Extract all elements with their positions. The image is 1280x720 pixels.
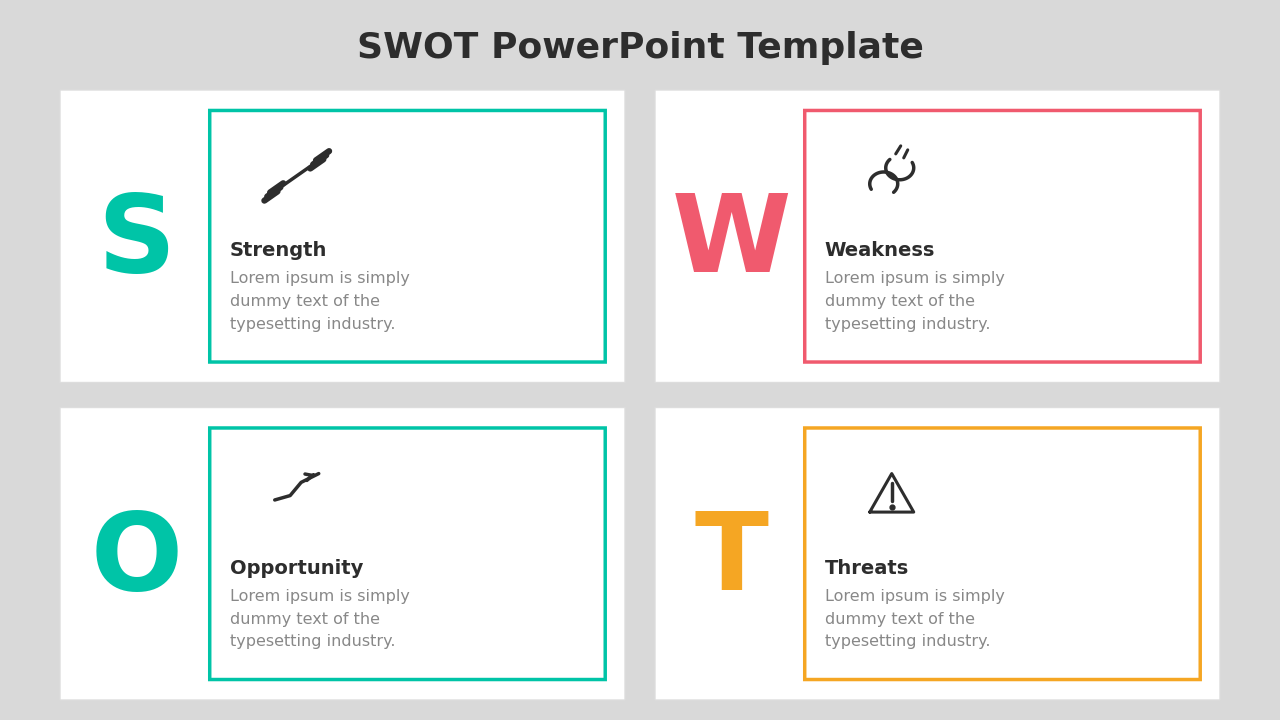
PathPatch shape — [805, 428, 1201, 680]
Text: S: S — [97, 189, 175, 295]
Text: T: T — [694, 507, 768, 613]
Text: Threats: Threats — [824, 559, 909, 577]
PathPatch shape — [210, 428, 605, 680]
Text: SWOT PowerPoint Template: SWOT PowerPoint Template — [357, 31, 923, 65]
PathPatch shape — [655, 408, 1220, 700]
Text: Strength: Strength — [229, 241, 328, 261]
PathPatch shape — [210, 110, 605, 362]
Text: Lorem ipsum is simply
dummy text of the
typesetting industry.: Lorem ipsum is simply dummy text of the … — [229, 271, 410, 332]
PathPatch shape — [60, 90, 625, 382]
Text: O: O — [90, 507, 182, 613]
Text: Lorem ipsum is simply
dummy text of the
typesetting industry.: Lorem ipsum is simply dummy text of the … — [824, 589, 1005, 649]
Text: Weakness: Weakness — [824, 241, 936, 261]
Text: Lorem ipsum is simply
dummy text of the
typesetting industry.: Lorem ipsum is simply dummy text of the … — [229, 589, 410, 649]
PathPatch shape — [805, 110, 1201, 362]
PathPatch shape — [655, 90, 1220, 382]
PathPatch shape — [60, 408, 625, 700]
Text: Opportunity: Opportunity — [229, 559, 364, 577]
Text: W: W — [672, 189, 791, 295]
Text: Lorem ipsum is simply
dummy text of the
typesetting industry.: Lorem ipsum is simply dummy text of the … — [824, 271, 1005, 332]
